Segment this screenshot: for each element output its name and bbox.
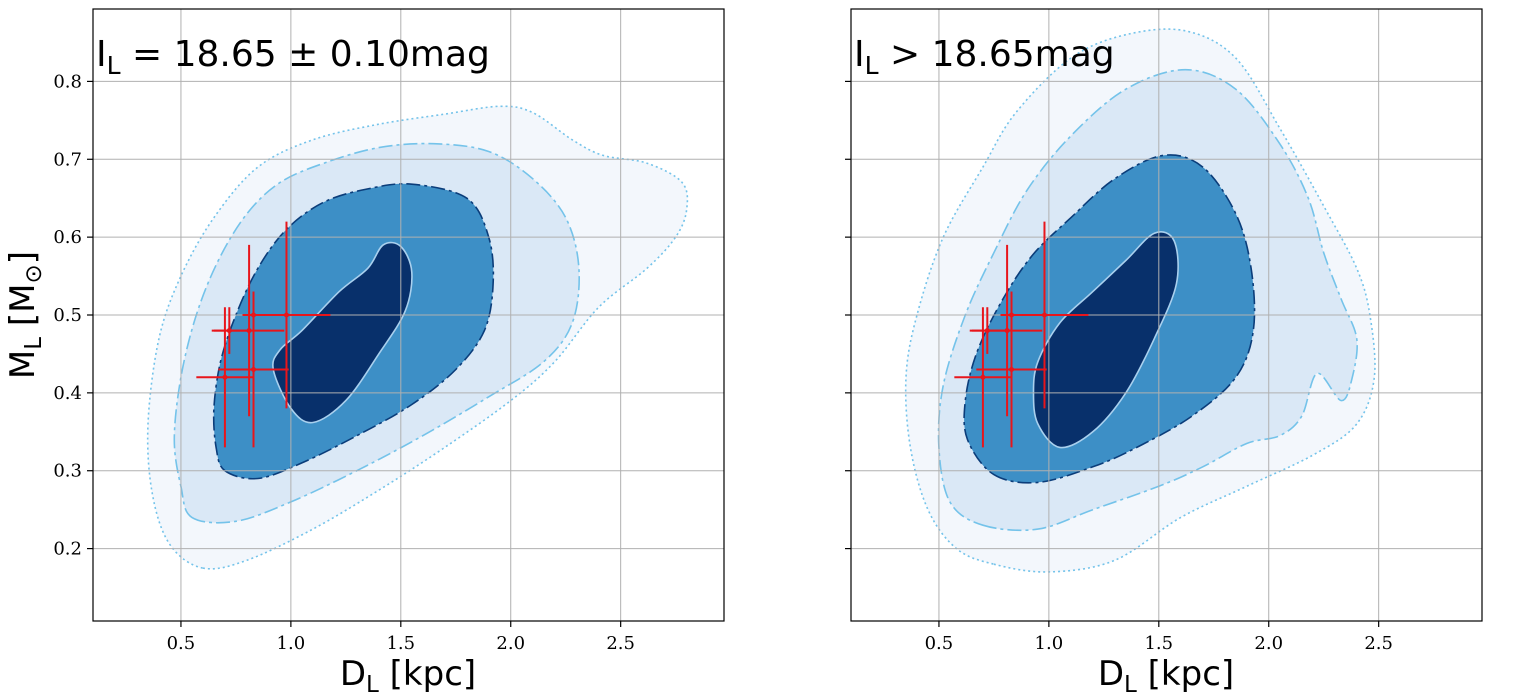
x-tick-label: 1.0 xyxy=(1035,633,1064,654)
y-tick-label: 0.5 xyxy=(53,305,82,326)
y-axis-label: ML [M⊙] xyxy=(3,251,47,379)
data-point xyxy=(1008,367,1014,373)
data-point xyxy=(980,374,986,380)
y-tick-label: 0.4 xyxy=(53,383,82,404)
data-point xyxy=(283,312,289,318)
plot-content xyxy=(851,9,1482,621)
x-tick-label: 2.5 xyxy=(606,633,635,654)
data-point xyxy=(1004,328,1010,334)
x-tick-label: 0.5 xyxy=(167,633,196,654)
left-annotation: IL = 18.65 ± 0.10mag xyxy=(96,34,490,80)
data-point xyxy=(246,328,252,334)
plot-content xyxy=(93,9,724,621)
y-tick-label: 0.6 xyxy=(53,227,82,248)
data-point xyxy=(1041,312,1047,318)
x-tick-label: 2.5 xyxy=(1364,633,1393,654)
x-tick-label: 1.5 xyxy=(1144,633,1173,654)
right-plot-area xyxy=(850,8,1483,622)
data-point xyxy=(250,312,256,318)
x-tick-label: 2.0 xyxy=(496,633,525,654)
contour-core xyxy=(272,241,413,424)
right-x-axis-label: DL [kpc] xyxy=(1098,654,1234,698)
left-plot-area xyxy=(92,8,725,622)
data-point xyxy=(222,374,228,380)
x-tick-label: 1.0 xyxy=(277,633,306,654)
x-tick-label: 1.5 xyxy=(386,633,415,654)
y-tick-label: 0.7 xyxy=(53,149,82,170)
y-tick-label: 0.8 xyxy=(53,71,82,92)
y-tick-label: 0.3 xyxy=(53,461,82,482)
contour-core xyxy=(1032,231,1179,449)
y-tick-label: 0.2 xyxy=(53,539,82,560)
left-panel: 0.5 1.0 1.5 2.0 2.5 0.2 0.3 0.4 0.5 0.6 0.7 0.8 IL … xyxy=(3,8,725,698)
data-point xyxy=(250,367,256,373)
data-point xyxy=(1008,312,1014,318)
left-x-axis-label: DL [kpc] xyxy=(340,654,476,698)
right-annotation: IL > 18.65mag xyxy=(854,34,1115,80)
left-ticks: 0.5 1.0 1.5 2.0 2.5 0.2 0.3 0.4 0.5 0.6 0.7 0.8 xyxy=(53,71,635,654)
x-tick-label: 0.5 xyxy=(925,633,954,654)
x-tick-label: 2.0 xyxy=(1254,633,1283,654)
right-ticks: 0.5 1.0 1.5 2.0 2.5 xyxy=(845,80,1393,654)
right-panel: 0.5 1.0 1.5 2.0 2.5 IL > 18.65mag DL [kpc] xyxy=(845,8,1483,698)
